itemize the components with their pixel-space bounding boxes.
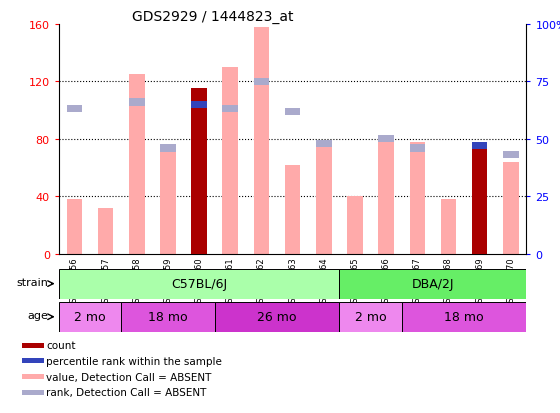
- Text: strain: strain: [16, 278, 48, 287]
- Text: percentile rank within the sample: percentile rank within the sample: [46, 356, 222, 366]
- Bar: [214, 302, 339, 332]
- Text: rank, Detection Call = ABSENT: rank, Detection Call = ABSENT: [46, 387, 207, 397]
- Bar: [22, 358, 44, 363]
- Bar: [59, 302, 121, 332]
- Bar: [59, 269, 339, 299]
- Bar: [339, 269, 526, 299]
- Bar: [129, 99, 144, 106]
- Text: value, Detection Call = ABSENT: value, Detection Call = ABSENT: [46, 372, 212, 382]
- Bar: [402, 302, 526, 332]
- Bar: [192, 102, 207, 109]
- Bar: [98, 208, 113, 254]
- Bar: [503, 152, 519, 159]
- Bar: [503, 162, 519, 254]
- Text: 2 mo: 2 mo: [74, 311, 106, 323]
- Bar: [347, 197, 363, 254]
- Bar: [22, 390, 44, 395]
- Text: DBA/2J: DBA/2J: [412, 278, 454, 290]
- Bar: [472, 142, 487, 254]
- Bar: [22, 374, 44, 379]
- Text: age: age: [27, 311, 48, 320]
- Bar: [160, 145, 176, 254]
- Bar: [285, 165, 300, 254]
- Text: count: count: [46, 340, 76, 351]
- Bar: [254, 28, 269, 254]
- Bar: [339, 302, 402, 332]
- Bar: [67, 106, 82, 113]
- Text: GDS2929 / 1444823_at: GDS2929 / 1444823_at: [132, 10, 293, 24]
- Bar: [409, 142, 425, 254]
- Text: 18 mo: 18 mo: [148, 311, 188, 323]
- Bar: [160, 145, 176, 152]
- Bar: [222, 68, 238, 254]
- Bar: [409, 145, 425, 152]
- Bar: [316, 145, 332, 254]
- Text: 18 mo: 18 mo: [444, 311, 484, 323]
- Bar: [129, 75, 144, 254]
- Bar: [222, 106, 238, 113]
- Text: 26 mo: 26 mo: [257, 311, 297, 323]
- Bar: [192, 89, 207, 254]
- Bar: [379, 137, 394, 254]
- Text: 2 mo: 2 mo: [354, 311, 386, 323]
- Bar: [472, 142, 487, 150]
- Bar: [441, 199, 456, 254]
- Bar: [121, 302, 214, 332]
- Bar: [285, 108, 300, 116]
- Bar: [67, 199, 82, 254]
- Bar: [316, 140, 332, 147]
- Text: C57BL/6J: C57BL/6J: [171, 278, 227, 290]
- Bar: [254, 78, 269, 85]
- Bar: [22, 343, 44, 348]
- Bar: [379, 136, 394, 143]
